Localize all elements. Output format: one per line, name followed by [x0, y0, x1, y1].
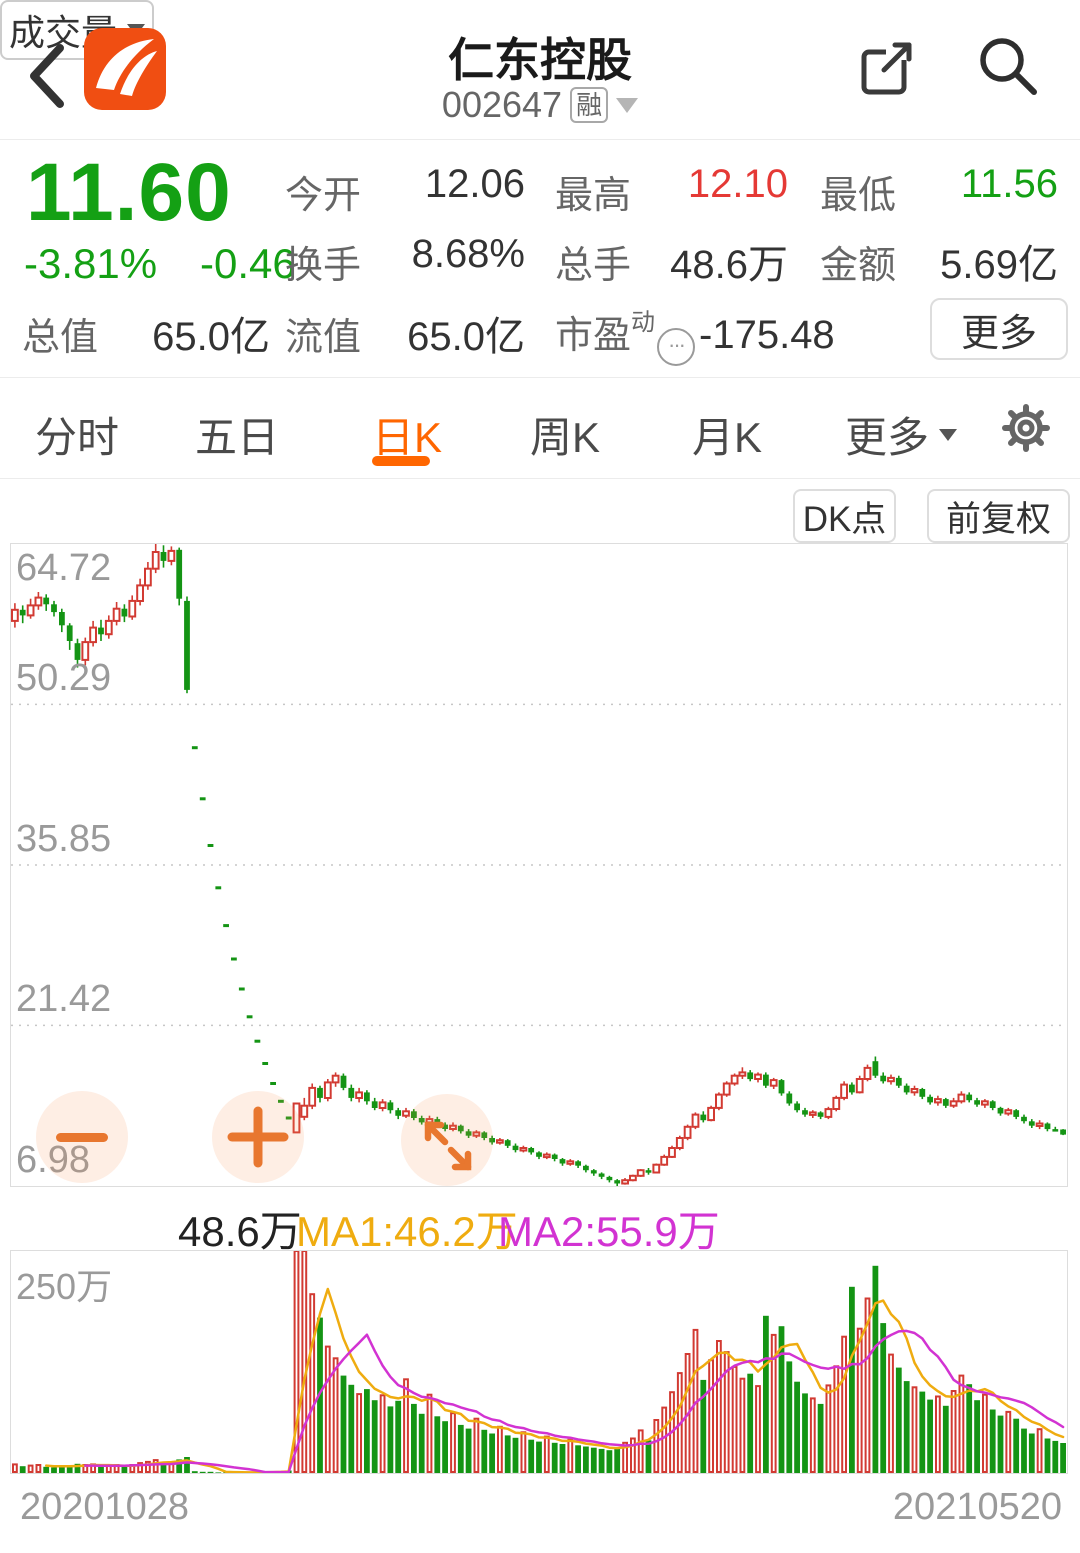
- amount-label: 金额: [820, 245, 897, 287]
- volume-ma2: MA2:55.9万: [498, 1208, 720, 1255]
- share-icon[interactable]: [858, 38, 918, 98]
- end-date-label: 20210520: [892, 1486, 1062, 1528]
- amount-value: 5.69亿: [940, 243, 1058, 287]
- tab-daily-k[interactable]: 日K: [372, 414, 443, 461]
- price-axis-tick: 35.85: [16, 818, 112, 860]
- price-axis-tick: 6.98: [16, 1139, 90, 1181]
- volume-ma1: MA1:46.2万: [296, 1208, 518, 1255]
- tab-weekly-k[interactable]: 周K: [530, 414, 601, 461]
- price-axis-tick: 64.72: [16, 547, 112, 589]
- pe-row[interactable]: 市盈动··· -175.48: [555, 302, 835, 366]
- tab-minute[interactable]: 分时: [35, 414, 120, 461]
- price-axis-tick: 50.29: [16, 657, 112, 700]
- margin-badge: 融: [570, 87, 609, 123]
- change-percent: -3.81%: [24, 240, 158, 287]
- low-label: 最低: [820, 175, 897, 217]
- change-amount: -0.46: [200, 240, 296, 287]
- gear-icon[interactable]: [1000, 402, 1052, 454]
- divider: [0, 139, 1080, 140]
- volume-value: 48.6万: [670, 243, 788, 287]
- tab-more-label: 更多: [845, 414, 930, 461]
- volume-chart[interactable]: [10, 1250, 1068, 1474]
- back-icon[interactable]: [24, 42, 68, 110]
- app-logo[interactable]: [84, 28, 166, 110]
- zoom-out-button[interactable]: [36, 1091, 128, 1183]
- divider: [0, 377, 1080, 378]
- volume-label: 总手: [555, 245, 632, 287]
- search-icon[interactable]: [974, 32, 1042, 100]
- stock-code-row[interactable]: 002647 融: [0, 84, 1080, 126]
- start-date-label: 20201028: [20, 1486, 190, 1528]
- candlestick-canvas[interactable]: [11, 544, 1067, 1186]
- chevron-down-icon: [939, 428, 958, 441]
- zoom-in-button[interactable]: [212, 1091, 304, 1183]
- plus-icon: [227, 1106, 289, 1168]
- open-value: 12.06: [424, 162, 525, 206]
- high-value: 12.10: [687, 162, 788, 206]
- volume-canvas[interactable]: [11, 1250, 1067, 1474]
- chevron-down-icon[interactable]: [616, 97, 639, 113]
- turnover-label: 换手: [285, 245, 362, 287]
- volume-axis-label: 250万: [16, 1266, 113, 1307]
- turnover-value: 8.68%: [411, 232, 525, 276]
- tab-5day[interactable]: 五日: [195, 414, 280, 461]
- pe-value: -175.48: [699, 313, 835, 357]
- forward-adjust-button[interactable]: 前复权: [927, 489, 1070, 543]
- open-label: 今开: [285, 175, 362, 217]
- stock-code: 002647: [441, 84, 563, 125]
- pe-info-icon[interactable]: ···: [657, 328, 696, 366]
- tab-more[interactable]: 更多: [845, 404, 958, 465]
- low-value: 11.56: [960, 162, 1058, 206]
- minus-icon: [56, 1132, 108, 1142]
- pe-superscript: 动: [631, 309, 656, 336]
- divider: [0, 478, 1080, 479]
- pe-label: 市盈: [555, 315, 632, 357]
- stock-title: 仁东控股: [448, 34, 632, 86]
- current-volume: 48.6万: [178, 1208, 302, 1255]
- tab-monthly-k[interactable]: 月K: [692, 414, 763, 461]
- float-label: 流值: [285, 317, 362, 359]
- pan-drag-handle[interactable]: [401, 1094, 493, 1186]
- diagonal-arrows-icon: [424, 1121, 472, 1171]
- dk-point-button[interactable]: DK点: [793, 489, 896, 543]
- more-button[interactable]: 更多: [930, 298, 1068, 360]
- price-axis-tick: 21.42: [16, 978, 112, 1021]
- mktcap-label: 总值: [22, 317, 99, 359]
- high-label: 最高: [555, 175, 632, 217]
- active-tab-underline: [372, 456, 430, 466]
- mktcap-value: 65.0亿: [152, 315, 270, 359]
- float-value: 65.0亿: [407, 315, 525, 359]
- price-chart[interactable]: [10, 543, 1068, 1187]
- last-price: 11.60: [26, 147, 232, 238]
